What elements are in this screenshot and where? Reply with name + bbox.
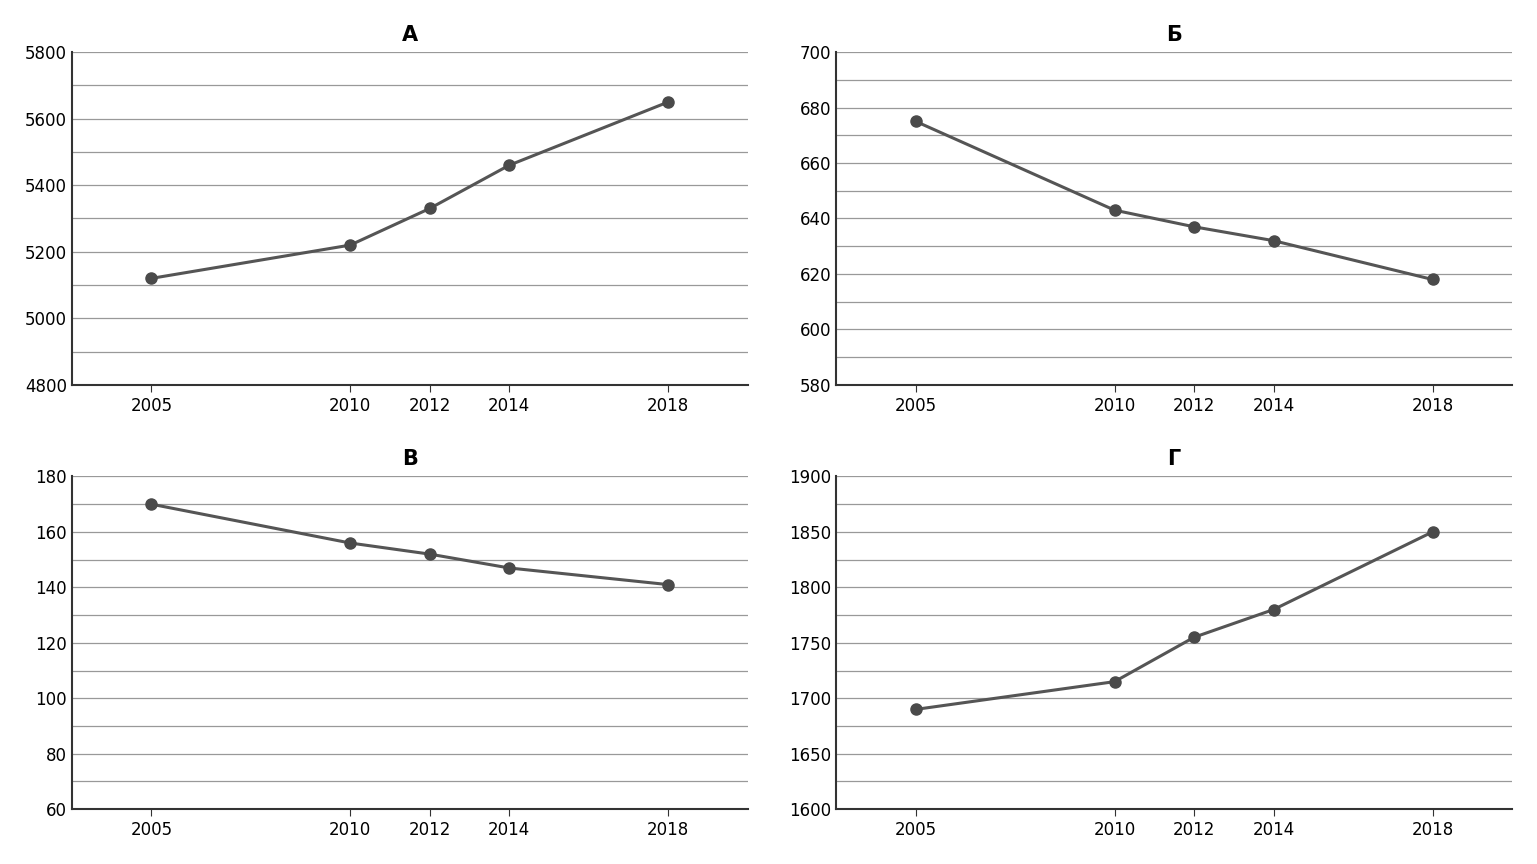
- Title: А: А: [401, 25, 418, 45]
- Title: Г: Г: [1168, 449, 1180, 469]
- Title: Б: Б: [1167, 25, 1182, 45]
- Title: В: В: [401, 449, 418, 469]
